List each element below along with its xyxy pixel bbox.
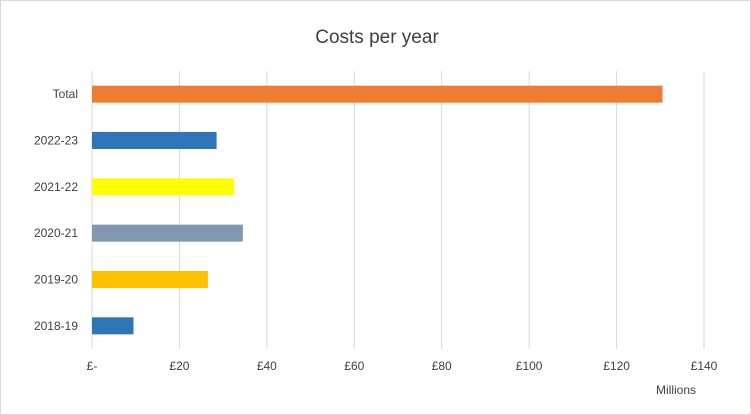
category-label: Total bbox=[53, 87, 78, 101]
bar-2019-20 bbox=[92, 271, 208, 288]
category-label: 2018-19 bbox=[34, 319, 78, 333]
x-tick-label: £60 bbox=[344, 359, 364, 373]
bar-total bbox=[92, 85, 663, 103]
bar-2018-19 bbox=[92, 317, 134, 335]
gridlines bbox=[91, 71, 705, 349]
x-tick-label: £40 bbox=[257, 359, 277, 373]
x-tick-label: £80 bbox=[432, 359, 452, 373]
x-tick-label: £20 bbox=[169, 359, 189, 373]
x-tick-label: £100 bbox=[516, 359, 543, 373]
bar-2021-22 bbox=[92, 178, 235, 196]
category-label: 2021-22 bbox=[34, 180, 78, 194]
x-tick-label: £140 bbox=[691, 359, 718, 373]
x-tick-label: £- bbox=[87, 359, 98, 373]
bar-2022-23 bbox=[92, 132, 217, 149]
x-tick-label: £120 bbox=[603, 359, 630, 373]
category-label: 2020-21 bbox=[34, 226, 78, 240]
bar-2020-21 bbox=[92, 224, 243, 242]
x-tick-labels: £- £20 £40 £60 £80 £100 £120 £140 bbox=[87, 359, 718, 373]
category-label: 2022-23 bbox=[34, 134, 78, 148]
category-labels: Total 2022-23 2021-22 2020-21 2019-20 2018-19 bbox=[34, 87, 78, 333]
chart-title: Costs per year bbox=[315, 27, 439, 48]
bars bbox=[92, 85, 663, 335]
x-unit-label: Millions bbox=[656, 383, 696, 397]
category-label: 2019-20 bbox=[34, 273, 78, 287]
